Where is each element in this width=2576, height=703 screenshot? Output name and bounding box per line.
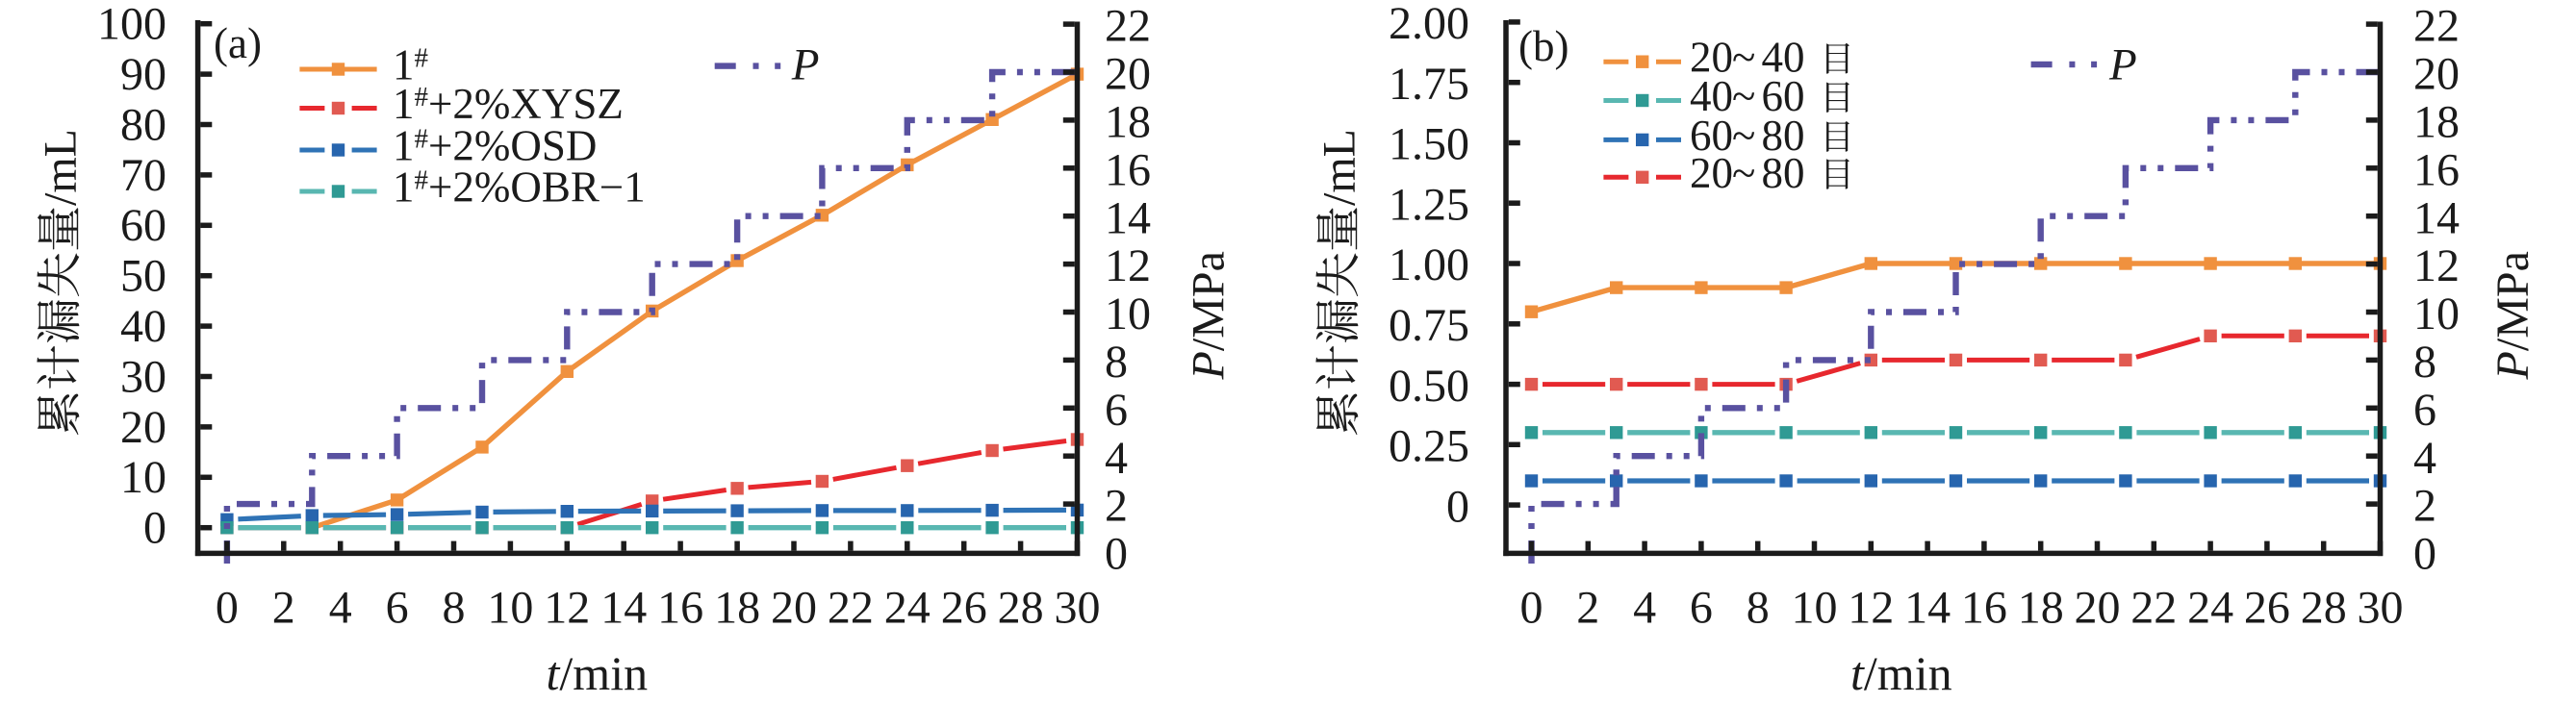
svg-text:6: 6 [386,583,409,634]
svg-text:12: 12 [1848,583,1894,634]
svg-text:8: 8 [443,583,466,634]
svg-text:16: 16 [2413,144,2460,195]
svg-text:6: 6 [2413,385,2436,436]
svg-text:0: 0 [1105,529,1128,580]
svg-text:22: 22 [1105,1,1151,52]
svg-text:80: 80 [120,99,166,150]
svg-text:2: 2 [272,583,295,634]
svg-text:0: 0 [143,503,166,554]
svg-text:4: 4 [1633,583,1656,634]
svg-text:14: 14 [600,583,647,634]
svg-text:4: 4 [2413,433,2436,484]
svg-text:18: 18 [2018,583,2064,634]
svg-text:4: 4 [329,583,352,634]
svg-text:30: 30 [120,351,166,402]
svg-text:10: 10 [1792,583,1838,634]
svg-text:1#+2%OSD: 1#+2%OSD [393,122,597,170]
svg-text:P: P [2108,40,2137,90]
svg-text:40: 40 [120,301,166,352]
svg-text:0: 0 [2413,529,2436,580]
svg-text:10: 10 [120,452,166,503]
svg-text:20: 20 [2413,49,2460,100]
svg-text:P/MPa: P/MPa [2487,251,2538,380]
svg-text:14: 14 [2413,192,2460,243]
svg-text:28: 28 [2301,583,2347,634]
svg-text:10: 10 [2413,289,2460,339]
svg-text:30: 30 [1055,583,1101,634]
svg-text:18: 18 [1105,97,1151,148]
svg-text:0: 0 [1520,583,1543,634]
svg-text:1.00: 1.00 [1389,239,1469,290]
svg-text:20: 20 [1105,49,1151,100]
svg-text:(b): (b) [1518,22,1569,70]
svg-text:16: 16 [1105,144,1151,195]
svg-text:8: 8 [1747,583,1770,634]
svg-text:0.25: 0.25 [1389,421,1469,472]
svg-text:70: 70 [120,150,166,201]
svg-text:20~40: 20~ 40 [1690,34,1805,82]
svg-text:6: 6 [1105,385,1128,436]
svg-text:90: 90 [120,49,166,100]
svg-text:1.50: 1.50 [1389,119,1469,170]
svg-text:P/MPa: P/MPa [1184,251,1235,380]
svg-text:10: 10 [1105,289,1151,339]
svg-text:1.25: 1.25 [1389,179,1469,230]
svg-text:4: 4 [1105,433,1128,484]
svg-text:16: 16 [657,583,703,634]
svg-text:/mL: /mL [36,129,87,206]
svg-text:8: 8 [1105,337,1128,388]
svg-text:/mL: /mL [1314,129,1365,206]
svg-text:60: 60 [120,200,166,251]
svg-text:50: 50 [120,251,166,302]
svg-text:t/min: t/min [547,646,649,700]
svg-text:0.75: 0.75 [1389,300,1469,351]
svg-text:40~60: 40~ 60 [1690,72,1805,120]
svg-text:20: 20 [771,583,817,634]
svg-text:16: 16 [1961,583,2007,634]
svg-text:20: 20 [120,402,166,453]
svg-text:12: 12 [2413,240,2460,291]
svg-text:10: 10 [487,583,533,634]
svg-text:14: 14 [1105,192,1151,243]
svg-text:14: 14 [1904,583,1951,634]
svg-text:20~80: 20~ 80 [1690,149,1805,197]
svg-text:2: 2 [1576,583,1599,634]
svg-text:30: 30 [2358,583,2404,634]
svg-text:1#+2%XYSZ: 1#+2%XYSZ [393,80,624,128]
svg-text:22: 22 [2413,1,2460,52]
svg-text:2: 2 [2413,481,2436,532]
svg-text:18: 18 [714,583,760,634]
svg-text:P: P [791,40,820,90]
svg-text:0: 0 [1446,481,1469,532]
svg-text:0: 0 [216,583,239,634]
svg-text:60~80: 60~ 80 [1690,112,1805,160]
svg-text:28: 28 [998,583,1044,634]
svg-text:22: 22 [828,583,874,634]
svg-text:1.75: 1.75 [1389,59,1469,110]
svg-text:22: 22 [2130,583,2177,634]
svg-text:(a): (a) [214,19,262,67]
svg-text:26: 26 [941,583,987,634]
svg-text:2: 2 [1105,481,1128,532]
svg-text:1#: 1# [393,41,428,89]
svg-text:100: 100 [97,0,166,50]
svg-text:6: 6 [1690,583,1713,634]
svg-text:26: 26 [2244,583,2290,634]
svg-text:24: 24 [884,583,931,634]
svg-text:24: 24 [2187,583,2233,634]
svg-text:t/min: t/min [1850,646,1952,700]
svg-text:0.50: 0.50 [1389,361,1469,412]
svg-text:18: 18 [2413,97,2460,148]
svg-text:12: 12 [1105,240,1151,291]
svg-text:1#+2%OBR−1: 1#+2%OBR−1 [393,163,646,212]
svg-text:12: 12 [544,583,590,634]
svg-text:2.00: 2.00 [1389,0,1469,49]
svg-text:8: 8 [2413,337,2436,388]
svg-text:20: 20 [2075,583,2121,634]
